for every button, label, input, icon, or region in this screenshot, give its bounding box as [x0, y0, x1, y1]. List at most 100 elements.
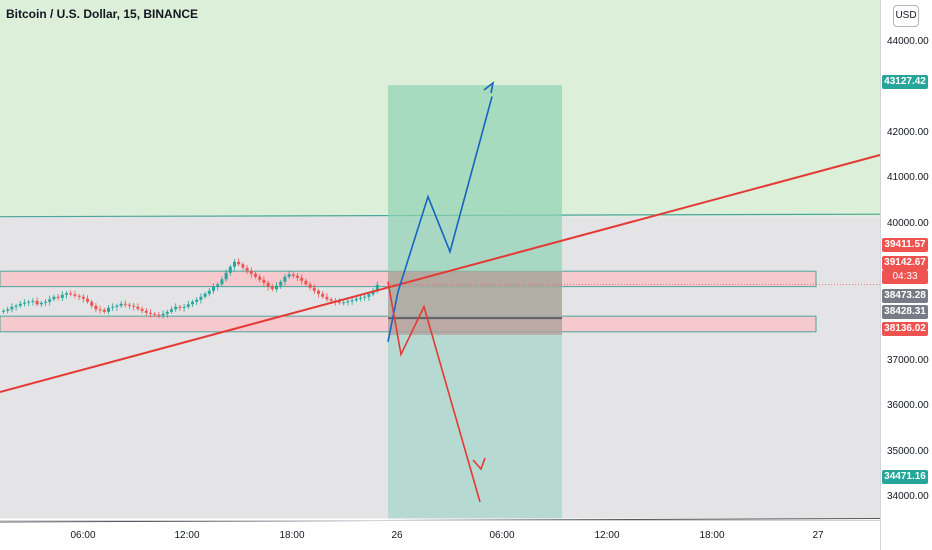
candle-body — [216, 284, 220, 287]
candle-body — [287, 274, 291, 277]
avg-price-label: 38428.31 — [882, 305, 928, 319]
position-lower-box — [388, 318, 562, 519]
candle-body — [69, 293, 73, 295]
x-tick-label: 06:00 — [489, 530, 515, 541]
stop-price-label: 38136.02 — [882, 322, 928, 336]
candle-body — [254, 273, 257, 277]
candle-body — [237, 261, 241, 265]
candle-body — [212, 286, 215, 291]
bearish-projection-path — [387, 281, 481, 503]
candle-body — [291, 274, 295, 276]
stop-box — [388, 271, 562, 336]
candle-body — [149, 312, 152, 314]
upper-level-label: 39411.57 — [882, 238, 928, 252]
x-tick-label: 27 — [812, 530, 824, 541]
trendline — [0, 154, 881, 393]
candle-body — [182, 306, 186, 308]
candle-body — [262, 279, 266, 283]
candle-body — [195, 299, 199, 302]
candle-body — [94, 305, 98, 310]
candle-body — [300, 277, 304, 281]
y-tick-label: 44000.00 — [887, 36, 929, 47]
candle-body — [140, 308, 144, 311]
candle-body — [31, 300, 35, 302]
candle-body — [6, 309, 10, 311]
candle-body — [52, 296, 56, 300]
y-tick-label: 40000.00 — [887, 218, 929, 229]
candle-body — [107, 307, 110, 312]
candle-body — [317, 290, 320, 294]
candle-body — [249, 270, 253, 274]
candle-body — [81, 296, 85, 299]
candle-body — [346, 301, 350, 303]
candle-body — [10, 306, 14, 310]
x-tick-label: 12:00 — [174, 530, 200, 541]
candle-body — [157, 314, 161, 316]
candle-body — [48, 299, 52, 302]
candle-body — [60, 294, 64, 298]
x-tick-label: 06:00 — [70, 530, 96, 541]
candle-body — [170, 309, 173, 312]
candle-body — [354, 298, 358, 301]
candle-body — [111, 306, 115, 308]
candle-body — [283, 276, 287, 282]
candle-body — [132, 305, 136, 307]
target-price-label: 43127.42 — [882, 75, 928, 89]
y-tick-label: 34000.00 — [887, 491, 929, 502]
currency-button[interactable]: USD — [893, 5, 919, 27]
candle-body — [174, 306, 178, 310]
candle-body — [102, 309, 106, 312]
bullish-arrowhead — [483, 81, 495, 94]
x-tick-label: 12:00 — [594, 530, 620, 541]
candle-body — [18, 303, 22, 306]
candle-body — [275, 285, 278, 290]
candle-body — [342, 302, 346, 304]
candle-body — [241, 264, 245, 268]
candle-body — [203, 293, 207, 297]
candle-body — [86, 298, 89, 302]
y-tick-label: 36000.00 — [887, 400, 929, 411]
y-tick-label: 35000.00 — [887, 446, 929, 457]
candle-body — [73, 294, 77, 296]
x-tick-label: 26 — [391, 530, 403, 541]
candle-body — [359, 297, 362, 299]
symbol-title: Bitcoin / U.S. Dollar, 15, BINANCE — [6, 7, 199, 21]
candle-body — [304, 280, 308, 285]
candle-body — [228, 266, 232, 273]
candle-body — [191, 301, 194, 305]
candle-body — [220, 279, 224, 285]
candle-body — [144, 310, 148, 313]
candle-body — [207, 290, 211, 294]
candle-body — [312, 287, 316, 291]
candle-body — [375, 284, 379, 291]
candle-body — [367, 294, 371, 297]
candle-body — [119, 303, 123, 306]
candle-body — [165, 311, 169, 314]
candle-body — [23, 302, 26, 304]
x-tick-label: 18:00 — [279, 530, 305, 541]
candle-body — [128, 304, 131, 306]
candle-body — [77, 295, 81, 297]
candle-body — [35, 300, 39, 305]
y-tick-label: 42000.00 — [887, 127, 929, 138]
candle-body — [44, 301, 47, 303]
candle-body — [153, 313, 157, 315]
candle-body — [178, 306, 182, 308]
candle-body — [350, 300, 354, 302]
candle-body — [258, 276, 262, 280]
candle-body — [224, 272, 228, 280]
candle-body — [199, 296, 203, 300]
candle-body — [321, 293, 325, 297]
candle-body — [98, 309, 102, 311]
bottom-level-label: 34471.16 — [882, 470, 928, 484]
countdown-label: 04:33 — [882, 270, 928, 284]
candle-body — [39, 302, 43, 305]
y-tick-label: 41000.00 — [887, 172, 929, 183]
candle-body — [2, 310, 5, 312]
candle-body — [115, 305, 119, 307]
candle-body — [90, 301, 94, 306]
candle-body — [308, 284, 312, 288]
candle-body — [266, 282, 270, 287]
